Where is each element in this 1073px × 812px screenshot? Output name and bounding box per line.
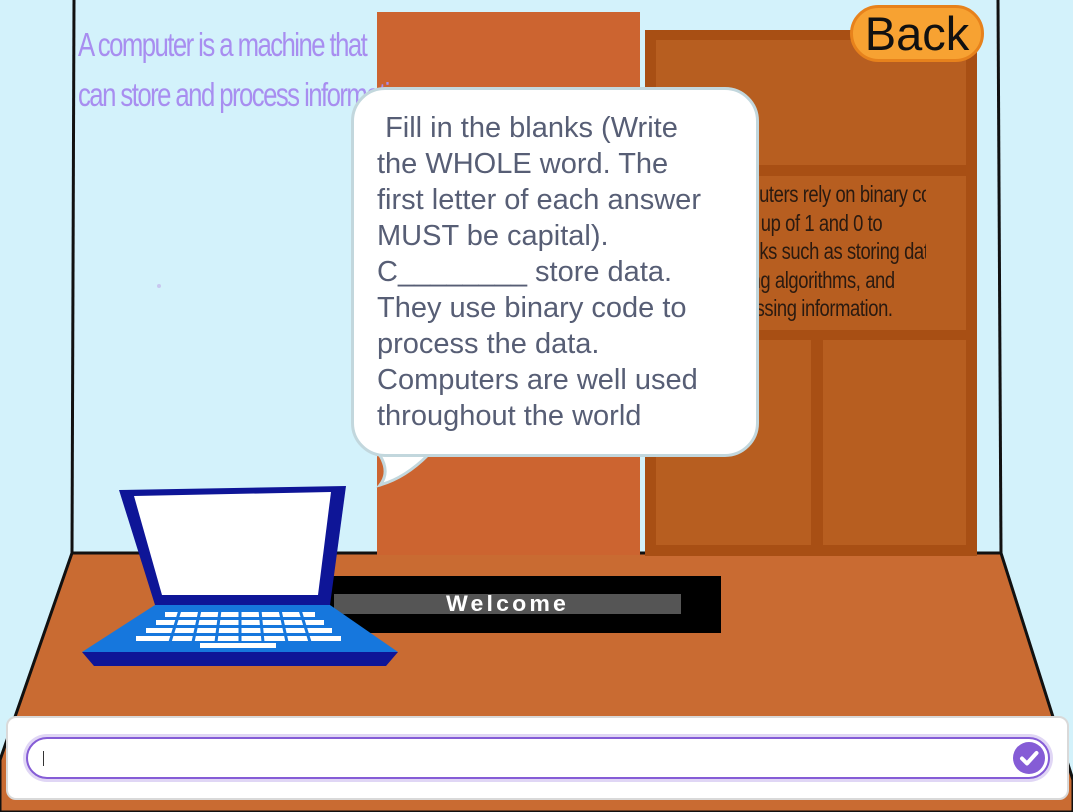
text-caret bbox=[43, 751, 44, 766]
back-button[interactable]: Back bbox=[850, 5, 984, 62]
cabinet-caption: Computers rely on binary code made up of… bbox=[758, 180, 926, 330]
answer-input[interactable] bbox=[26, 737, 1050, 779]
cabinet-caption-line: processing information. bbox=[758, 295, 893, 321]
speech-bubble bbox=[351, 87, 759, 457]
check-icon bbox=[1020, 751, 1039, 766]
cabinet-caption-line: do tasks such as storing data, bbox=[758, 238, 926, 264]
submit-answer-button[interactable] bbox=[1013, 742, 1045, 774]
laptop-icon bbox=[82, 486, 398, 666]
speech-bubble-text: Fill in the blanks (Write the WHOLE word… bbox=[377, 112, 701, 432]
cabinet-caption-line: made up of 1 and 0 to bbox=[758, 209, 883, 236]
cabinet-caption-line: running algorithms, and bbox=[758, 266, 895, 293]
wall-caption-line: A computer is a machine that bbox=[78, 26, 368, 63]
welcome-sign-text: Welcome bbox=[445, 591, 570, 616]
wall-caption-line: can store and process information bbox=[78, 76, 416, 113]
cabinet-caption-line: Computers rely on binary code bbox=[758, 181, 926, 207]
wall-caption: A computer is a machine that can store a… bbox=[78, 20, 416, 120]
